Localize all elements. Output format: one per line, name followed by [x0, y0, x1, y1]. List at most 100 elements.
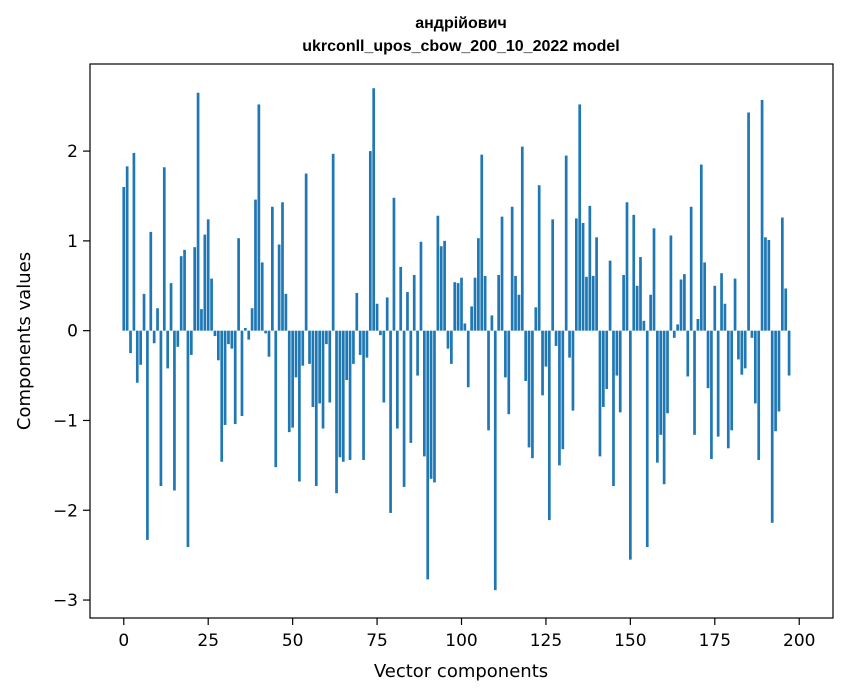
bar: [453, 282, 457, 331]
bar: [547, 330, 551, 521]
x-tick-label: 175: [699, 631, 731, 651]
bar: [716, 330, 720, 437]
bar: [392, 197, 396, 331]
bar: [152, 330, 156, 344]
bar: [601, 330, 605, 407]
bar: [321, 330, 325, 429]
bar: [162, 167, 166, 331]
bar: [308, 330, 311, 364]
bar: [233, 330, 237, 425]
bar: [237, 238, 240, 331]
bar: [510, 206, 514, 331]
bar: [517, 294, 521, 331]
bar: [277, 244, 281, 331]
y-tick-label: 0: [67, 322, 78, 342]
x-tick-label: 25: [197, 631, 219, 651]
bar: [450, 330, 453, 364]
bar: [291, 330, 294, 428]
bar: [629, 330, 632, 560]
bar: [588, 205, 592, 331]
bar: [135, 330, 139, 383]
bar: [726, 330, 730, 449]
bar: [753, 330, 757, 404]
bar: [439, 246, 443, 331]
bar: [122, 187, 126, 331]
bars-group: [122, 88, 791, 591]
bar: [247, 330, 251, 340]
bar: [561, 330, 565, 450]
bar: [760, 99, 764, 331]
bar: [257, 104, 261, 331]
bar: [193, 247, 197, 331]
bar: [385, 297, 389, 331]
bar: [740, 330, 744, 375]
bar: [325, 330, 328, 345]
bar: [696, 319, 700, 331]
bar: [672, 330, 676, 338]
bar: [574, 218, 578, 331]
bar: [520, 146, 524, 331]
bar: [244, 327, 247, 331]
bar: [632, 214, 636, 331]
bar: [389, 330, 392, 513]
bar: [200, 309, 203, 331]
bar: [477, 238, 480, 331]
bar: [679, 279, 683, 331]
bar: [693, 330, 696, 435]
y-axis-ticks: −3 −2 −1 0 1 2: [53, 142, 90, 611]
bar: [659, 330, 663, 435]
bar: [531, 330, 534, 459]
bar: [456, 283, 460, 331]
bar: [470, 306, 473, 331]
bar: [176, 330, 180, 347]
bar: [436, 215, 440, 331]
bar: [699, 164, 703, 331]
bar: [787, 330, 791, 376]
bar: [608, 260, 612, 331]
bar: [645, 330, 649, 548]
bar: [169, 283, 173, 331]
bar: [737, 330, 740, 360]
bar: [335, 330, 338, 494]
bar: [331, 153, 335, 331]
x-axis-label: Vector components: [374, 661, 548, 682]
x-axis-ticks: 0 25 50 75 100 125 150 175 200: [118, 618, 815, 651]
bar: [125, 166, 129, 331]
bar: [733, 278, 737, 331]
y-tick-label: −2: [53, 501, 78, 521]
bar: [710, 330, 713, 460]
x-tick-label: 50: [282, 631, 304, 651]
bar: [564, 155, 568, 331]
bar: [287, 330, 291, 433]
bar: [642, 320, 646, 331]
bar: [368, 151, 372, 331]
y-tick-label: −3: [53, 591, 78, 611]
bar: [662, 330, 666, 485]
x-tick-label: 150: [614, 631, 646, 651]
bar: [497, 275, 500, 331]
bar: [537, 185, 541, 331]
bar: [254, 199, 257, 331]
bar: [260, 262, 264, 331]
bar: [683, 274, 686, 331]
bar: [132, 152, 136, 331]
bar: [534, 307, 538, 331]
bar: [129, 330, 132, 354]
bar: [301, 330, 305, 366]
bar: [689, 206, 693, 331]
bar: [375, 303, 379, 331]
bar: [615, 330, 619, 376]
bar: [304, 173, 308, 331]
bar: [429, 330, 433, 479]
bar: [527, 330, 531, 448]
bar: [365, 330, 369, 358]
bar: [139, 330, 143, 365]
bar: [635, 285, 639, 331]
bar: [507, 330, 511, 415]
bar: [466, 330, 470, 388]
bar: [571, 330, 575, 411]
bar: [173, 330, 176, 491]
bar: [686, 330, 690, 377]
bar: [558, 330, 561, 466]
